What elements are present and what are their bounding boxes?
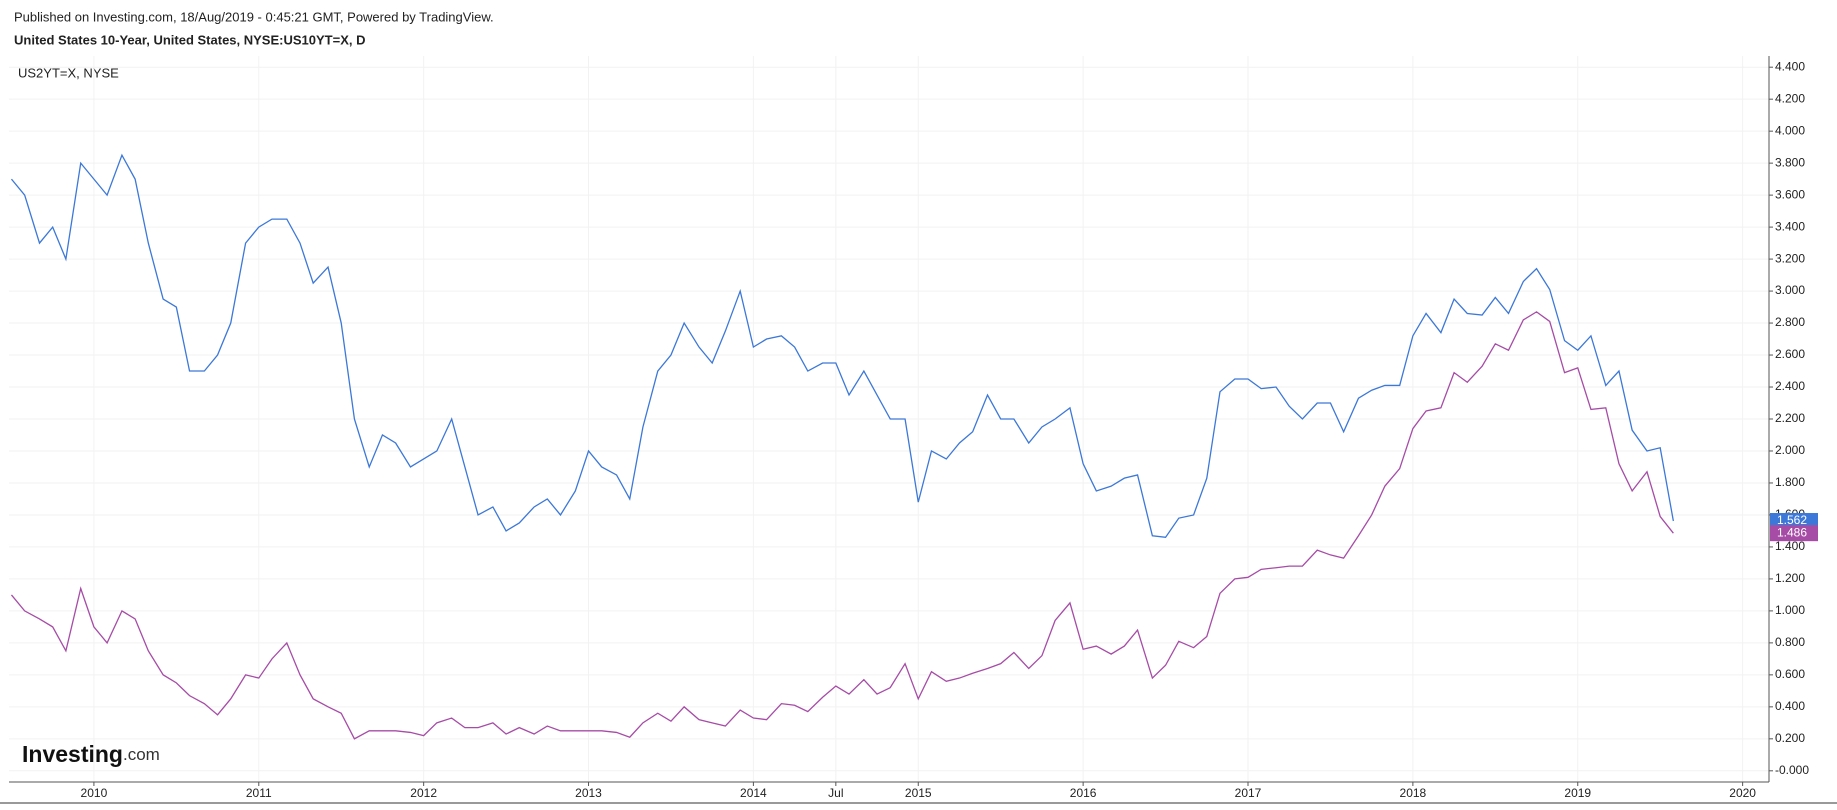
- y-tick-label: 3.600: [1775, 187, 1805, 201]
- x-tick-label: 2012: [410, 786, 437, 800]
- last-price-text: 1.486: [1777, 525, 1807, 539]
- x-tick-label: 2013: [575, 786, 602, 800]
- y-tick-label: 4.200: [1775, 91, 1805, 105]
- x-tick-label: 2015: [905, 786, 932, 800]
- y-tick-label: 3.000: [1775, 283, 1805, 297]
- last-price-label: 1.486: [1770, 525, 1818, 542]
- chart-title: Published on Investing.com, 18/Aug/2019 …: [14, 9, 494, 24]
- series-line: [10, 153, 1675, 539]
- last-price-box: [1770, 525, 1818, 542]
- series-line: [10, 311, 1674, 740]
- y-tick-label: 2.000: [1775, 443, 1805, 457]
- y-tick-label: 2.400: [1775, 379, 1805, 393]
- y-tick-label: 0.400: [1775, 699, 1805, 713]
- y-tick-label: 1.400: [1775, 539, 1805, 553]
- logo-main: Investing: [22, 741, 123, 767]
- y-tick-label: 2.600: [1775, 347, 1805, 361]
- y-tick-label: 1.200: [1775, 571, 1805, 585]
- y-tick-label: 4.000: [1775, 123, 1805, 137]
- last-price-text: 1.562: [1777, 513, 1807, 527]
- x-tick-label: Jul: [828, 786, 843, 800]
- main-series-name: United States 10-Year, United States, NY…: [14, 32, 365, 47]
- logo-suffix: .com: [123, 745, 160, 764]
- x-tick-label: 2010: [81, 786, 108, 800]
- y-tick-label: 3.400: [1775, 219, 1805, 233]
- x-tick-label: 2019: [1564, 786, 1591, 800]
- y-tick-label: 1.000: [1775, 603, 1805, 617]
- x-tick-label: 2017: [1235, 786, 1262, 800]
- y-tick-label: 1.800: [1775, 475, 1805, 489]
- x-tick-label: 2014: [740, 786, 767, 800]
- y-tick-label: 3.200: [1775, 251, 1805, 265]
- y-tick-label: 3.800: [1775, 155, 1805, 169]
- y-tick-label: 0.800: [1775, 635, 1805, 649]
- y-tick-label: 0.200: [1775, 731, 1805, 745]
- x-tick-label: 2020: [1729, 786, 1756, 800]
- x-tick-label: 2011: [246, 786, 272, 800]
- last-price-label: 1.562: [1770, 513, 1818, 530]
- last-price-box: [1770, 513, 1818, 530]
- y-tick-label: -0.000: [1775, 763, 1809, 777]
- y-tick-label: 2.200: [1775, 411, 1805, 425]
- y-tick-label: 4.400: [1775, 59, 1805, 73]
- logo: Investing.com: [22, 741, 160, 767]
- y-tick-label: 2.800: [1775, 315, 1805, 329]
- x-tick-label: 2016: [1070, 786, 1097, 800]
- y-tick-label: 0.600: [1775, 667, 1805, 681]
- x-tick-label: 2018: [1400, 786, 1427, 800]
